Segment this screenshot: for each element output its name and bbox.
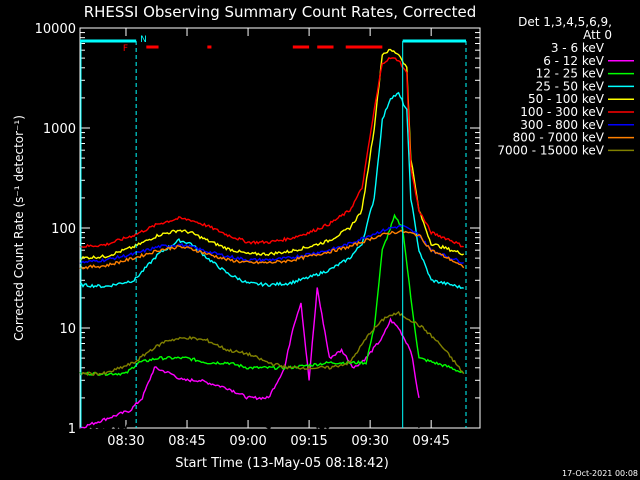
y-tick-label: 10000: [35, 22, 76, 37]
legend-label: 7000 - 15000 keV: [497, 143, 604, 157]
x-tick-label: 09:30: [351, 434, 388, 449]
legend-label: 6 - 12 keV: [543, 54, 605, 68]
flag-f-label: F: [123, 44, 128, 54]
y-tick-label: 10: [59, 322, 76, 337]
legend-header-detectors: Det 1,3,4,5,6,9,: [518, 15, 612, 29]
legend-header-attenuator: Att 0: [583, 28, 612, 42]
series-line: [79, 286, 420, 429]
flag-bars: FN: [80, 35, 467, 428]
y-tick-label: 1000: [43, 122, 76, 137]
y-axis-label: Corrected Count Rate (s⁻¹ detector⁻¹): [12, 115, 26, 341]
legend-label: 25 - 50 keV: [536, 79, 605, 93]
series-line: [79, 57, 464, 248]
x-tick-label: 09:15: [290, 434, 327, 449]
series-line: [79, 91, 464, 290]
axis-ticks: 08:30 08:45 09:00 09:15 09:30 09:45 1 10 100 1000…: [35, 22, 480, 449]
y-tick-label: 100: [51, 222, 76, 237]
legend-label: 100 - 300 keV: [520, 105, 604, 119]
x-axis-label: Start Time (13-May-05 08:18:42): [175, 456, 389, 471]
series-line: [79, 48, 465, 261]
series-line: [79, 229, 465, 270]
flag-n-label: N: [140, 35, 147, 45]
legend-label: 3 - 6 keV: [551, 41, 605, 55]
legend-label: 300 - 800 keV: [520, 118, 604, 132]
footer-date: 17-Oct-2021 00:08: [562, 469, 638, 478]
x-tick-label: 09:45: [412, 434, 449, 449]
series-line: [80, 310, 465, 376]
series-lines: [79, 48, 465, 429]
legend-label: 12 - 25 keV: [536, 67, 605, 81]
legend-label: 50 - 100 keV: [528, 92, 605, 106]
series-line: [79, 224, 464, 265]
x-tick-label: 09:00: [229, 434, 266, 449]
x-tick-label: 08:30: [107, 434, 144, 449]
series-line: [79, 213, 465, 377]
chart-title: RHESSI Observing Summary Count Rates, Co…: [84, 3, 477, 21]
legend-label: 800 - 7000 keV: [513, 131, 605, 145]
y-tick-label: 1: [68, 422, 76, 437]
x-tick-label: 08:45: [168, 434, 205, 449]
